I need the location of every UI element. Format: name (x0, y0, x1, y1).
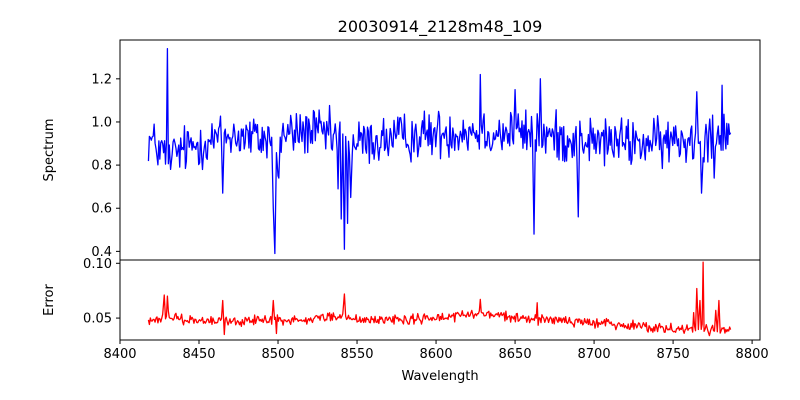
x-tick-label: 8700 (578, 347, 611, 362)
error-y-ticks: 0.05 0.10 (83, 257, 120, 327)
error-series-line (147, 261, 732, 337)
spectrum-y-axis-label: Spectrum (42, 119, 57, 182)
spectrum-y-tick-label: 0.8 (91, 159, 112, 174)
x-tick-label: 8400 (103, 347, 136, 362)
spectrum-series-line (147, 47, 732, 255)
error-y-tick-label: 0.10 (83, 257, 112, 272)
spectrum-y-ticks: 0.4 0.6 0.8 1.0 1.2 (91, 72, 120, 260)
x-axis-label: Wavelength (401, 369, 478, 384)
error-y-tick-label: 0.05 (83, 312, 112, 327)
error-y-axis-label: Error (42, 284, 57, 316)
x-tick-label: 8450 (182, 347, 215, 362)
spectrum-y-tick-label: 1.2 (91, 72, 112, 87)
x-tick-label: 8650 (499, 347, 532, 362)
x-tick-label: 8550 (340, 347, 373, 362)
spectrum-line-group (147, 47, 732, 255)
x-tick-label: 8600 (420, 347, 453, 362)
error-axes-frame (119, 259, 761, 341)
spectrum-y-tick-label: 0.6 (91, 202, 112, 217)
error-panel: 0.05 0.10 8400 8450 8500 8550 8600 8650 8700 875… (42, 257, 769, 384)
x-tick-label: 8750 (657, 347, 690, 362)
chart-title: 20030914_2128m48_109 (338, 17, 543, 37)
error-x-ticks: 8400 8450 8500 8550 8600 8650 8700 8750 8800 (103, 340, 769, 362)
spectrum-y-tick-label: 1.0 (91, 115, 112, 130)
x-tick-label: 8500 (261, 347, 294, 362)
x-tick-label: 8800 (736, 347, 769, 362)
error-line-group (147, 261, 732, 337)
spectrum-y-tick-label: 0.4 (91, 245, 112, 260)
